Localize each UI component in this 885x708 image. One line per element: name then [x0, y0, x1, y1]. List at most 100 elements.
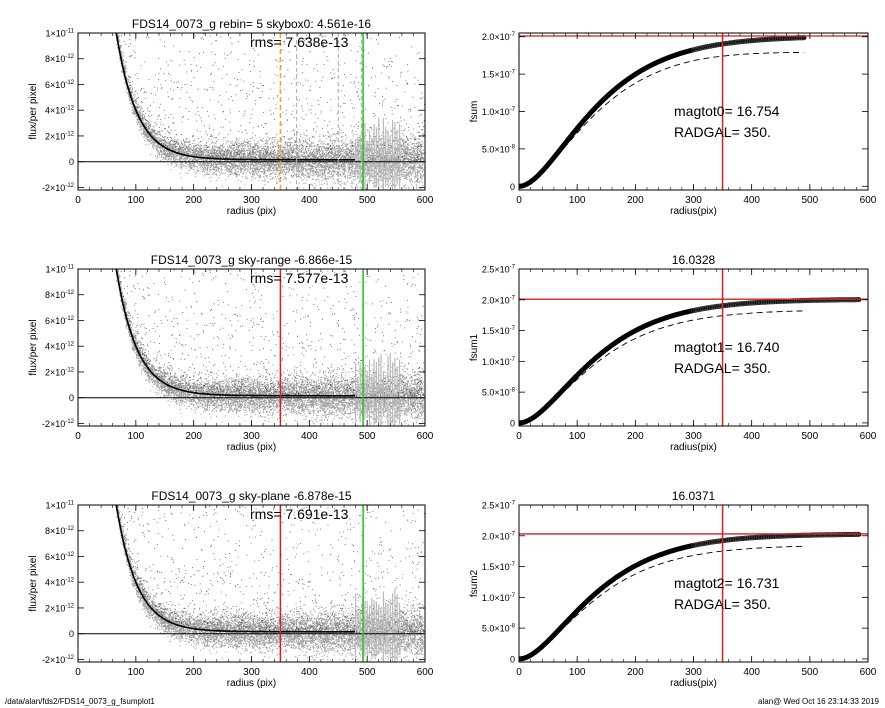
plot-area — [78, 269, 425, 426]
x-tick-label: 0 — [516, 667, 522, 678]
plot-area — [78, 505, 425, 662]
x-tick-label: 0 — [516, 431, 522, 442]
y-tick-exponent: -12 — [65, 290, 74, 296]
y-tick-mantissa: 2.0×10 — [482, 295, 510, 305]
y-axis-label: fsum2 — [469, 569, 480, 597]
y-tick-mantissa: 2×10 — [45, 367, 65, 377]
fsum-dashed-curve — [519, 310, 804, 424]
y-tick-label: 1×10-11 — [45, 501, 74, 511]
x-axis-label: radius(pix) — [670, 442, 717, 453]
y-tick-exponent: -12 — [65, 316, 74, 322]
y-axis-label: fsum — [469, 101, 480, 123]
x-tick-label: 400 — [743, 195, 760, 206]
y-tick-label: 1.0×10-7 — [482, 107, 516, 117]
y-tick-label: 2.0×10-7 — [482, 531, 516, 541]
fsum-markers — [691, 532, 862, 548]
y-tick-exponent: -8 — [510, 388, 516, 394]
y-tick-exponent: -12 — [65, 526, 74, 532]
chart-title: 16.0371 — [672, 489, 716, 503]
flux-panel-flux-3: 0 100 200 300 400 500 600-2×10-1202×10-124×10-… — [28, 489, 434, 689]
x-axis-label: radius (pix) — [227, 442, 276, 453]
radgal-annotation: RADGAL= 350. — [674, 124, 771, 140]
radgal-annotation: RADGAL= 350. — [674, 596, 771, 612]
x-tick-label: 200 — [627, 195, 644, 206]
plot-area — [78, 33, 425, 190]
y-tick-label: 5.0×10-8 — [482, 624, 516, 634]
flux-panel-flux-1: 0 100 200 300 400 500 600-2×10-1202×10-124×10-… — [28, 17, 434, 217]
y-tick-label: 0 — [69, 393, 74, 403]
fsum-panel-fsum-2: 0 100 200 300 400 500 60005.0×10-81.0×10-71.5×… — [469, 489, 877, 689]
y-tick-exponent: -12 — [65, 80, 74, 86]
x-tick-label: 0 — [75, 195, 81, 206]
y-tick-mantissa: 8×10 — [45, 54, 65, 64]
y-tick-label: 0 — [510, 418, 515, 428]
x-tick-label: 400 — [743, 431, 760, 442]
x-tick-label: 400 — [301, 431, 318, 442]
flux-panel-flux-2: 0 100 200 300 400 500 600-2×10-1202×10-124×10-… — [28, 253, 434, 453]
y-tick-mantissa: 2.0×10 — [482, 32, 510, 42]
y-tick-mantissa: 4×10 — [45, 342, 65, 352]
y-tick-label: 8×10-12 — [45, 54, 75, 64]
y-tick-mantissa: -2×10 — [42, 183, 65, 193]
fsum-markers — [691, 35, 806, 53]
y-tick-exponent: -7 — [510, 265, 516, 271]
y-tick-mantissa: 4×10 — [45, 578, 65, 588]
x-tick-label: 100 — [569, 195, 586, 206]
y-tick-mantissa: 2.5×10 — [482, 265, 510, 275]
noise-bars — [355, 588, 401, 662]
y-tick-exponent: -7 — [510, 107, 516, 113]
rms-annotation: rms= 7.638e-13 — [250, 34, 349, 50]
noise-bars — [355, 352, 401, 426]
y-tick-mantissa: 2.0×10 — [482, 531, 510, 541]
y-tick-exponent: -8 — [510, 144, 516, 150]
y-tick-exponent: -8 — [510, 624, 516, 630]
y-tick-label: 2×10-12 — [45, 603, 75, 613]
y-tick-mantissa: 1×10 — [45, 29, 65, 39]
profile-curve — [115, 269, 355, 397]
y-tick-label: -2×10-12 — [42, 183, 75, 193]
y-tick-mantissa: 6×10 — [45, 316, 65, 326]
x-axis-label: radius(pix) — [670, 206, 717, 217]
magtot-annotation: magtot1= 16.740 — [674, 339, 780, 355]
y-tick-label: 2.0×10-7 — [482, 295, 516, 305]
scatter-band — [115, 33, 425, 190]
y-tick-mantissa: 0 — [69, 157, 74, 167]
y-tick-label: 1.5×10-7 — [482, 70, 516, 80]
x-tick-label: 100 — [127, 431, 144, 442]
y-tick-exponent: -12 — [65, 578, 74, 584]
y-tick-label: 4×10-12 — [45, 578, 75, 588]
y-tick-label: 1.5×10-7 — [482, 562, 516, 572]
x-tick-label: 200 — [185, 667, 202, 678]
y-tick-exponent: -7 — [510, 32, 516, 38]
x-tick-label: 300 — [685, 431, 702, 442]
y-tick-label: 6×10-12 — [45, 552, 75, 562]
y-tick-mantissa: 1.5×10 — [482, 562, 510, 572]
y-tick-mantissa: 0 — [510, 182, 515, 192]
y-axis-label: flux/per pixel — [28, 555, 39, 611]
x-tick-label: 400 — [301, 667, 318, 678]
y-tick-mantissa: 5.0×10 — [482, 388, 510, 398]
x-tick-label: 600 — [417, 667, 434, 678]
x-tick-label: 600 — [417, 431, 434, 442]
x-tick-label: 500 — [359, 431, 376, 442]
y-tick-exponent: -7 — [510, 357, 516, 363]
y-tick-exponent: -7 — [510, 295, 516, 301]
chart-title: 16.0328 — [672, 253, 716, 267]
rms-annotation: rms= 7.577e-13 — [250, 270, 349, 286]
x-tick-label: 600 — [860, 431, 877, 442]
noise-bars — [355, 117, 401, 190]
x-tick-label: 200 — [185, 195, 202, 206]
y-tick-mantissa: 1.0×10 — [482, 107, 510, 117]
y-tick-exponent: -12 — [65, 603, 74, 609]
y-tick-exponent: -12 — [65, 419, 74, 425]
x-tick-label: 500 — [359, 667, 376, 678]
x-tick-label: 100 — [569, 431, 586, 442]
y-tick-exponent: -12 — [65, 106, 74, 112]
profile-curve — [115, 505, 355, 633]
y-tick-mantissa: 1.5×10 — [482, 70, 510, 80]
fsum-panel-fsum-1: 0 100 200 300 400 500 60005.0×10-81.0×10-71.5×… — [469, 253, 877, 453]
y-tick-exponent: -12 — [65, 131, 74, 137]
fsum-panel-fsum-0: 0 100 200 300 400 500 60005.0×10-81.0×10-71.5×… — [469, 32, 877, 217]
chart-title: FDS14_0073_g sky-plane -6.878e-15 — [151, 489, 351, 503]
